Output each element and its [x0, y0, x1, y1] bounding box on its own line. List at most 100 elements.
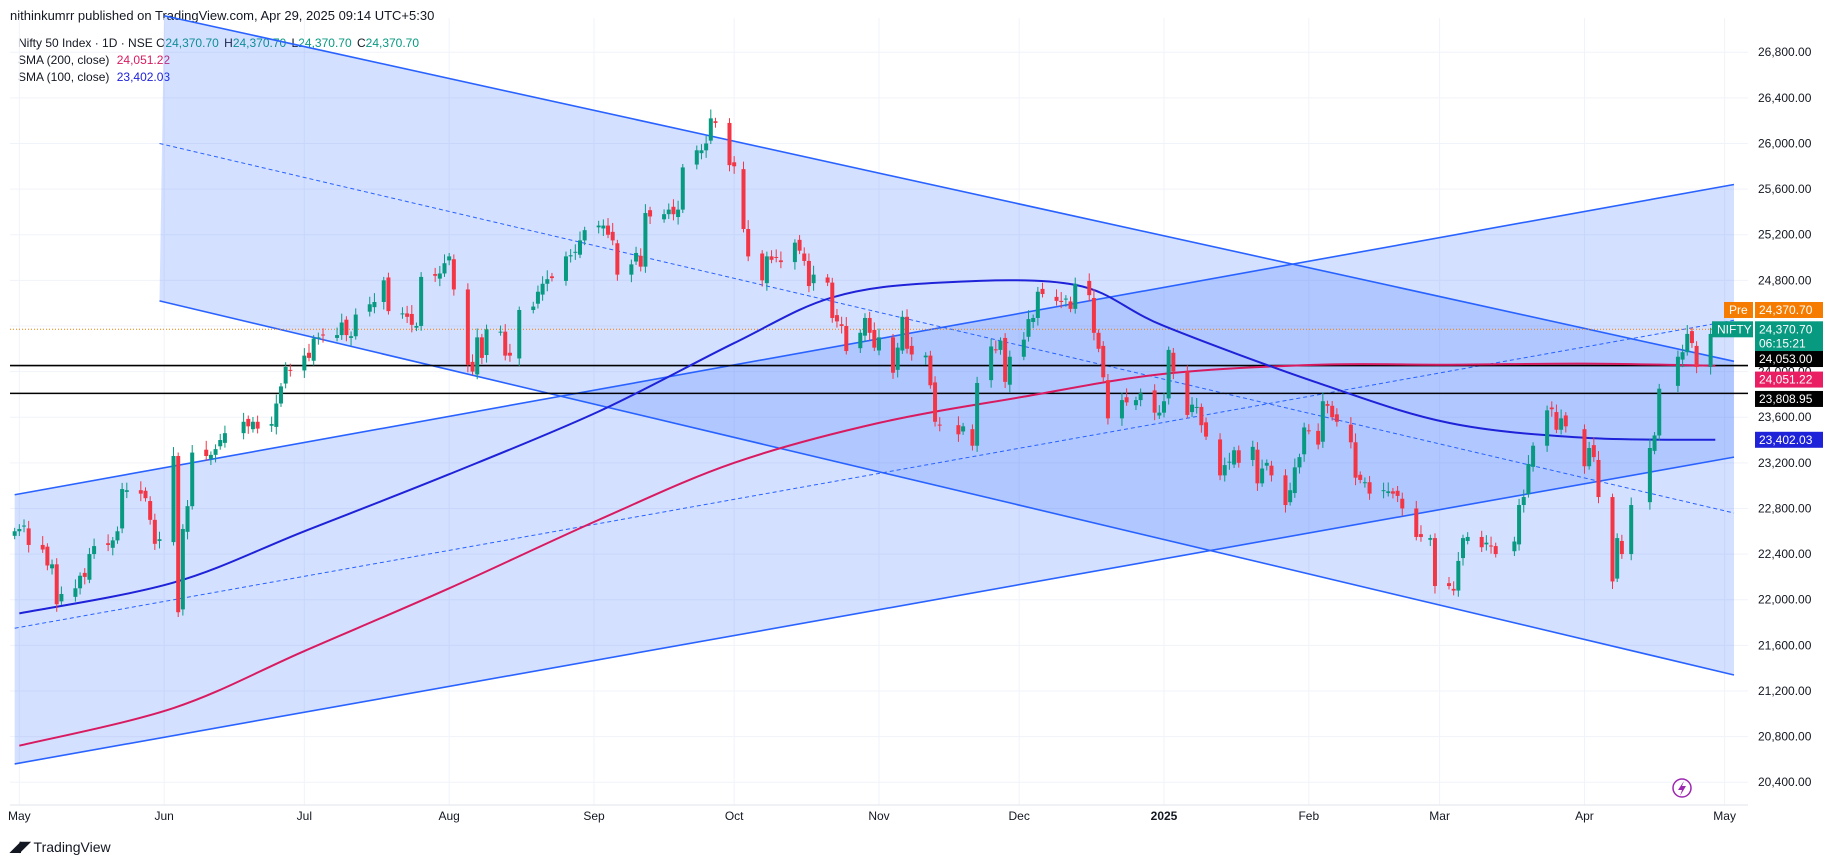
- candle-body: [606, 225, 611, 235]
- x-tick-label: Jun: [154, 809, 173, 823]
- descending-channel-lower-line[interactable]: [159, 300, 1735, 676]
- candle-body: [437, 273, 442, 279]
- candle-body: [933, 382, 938, 422]
- candle-body: [110, 540, 115, 548]
- candle-body: [26, 528, 31, 545]
- candle-body: [792, 242, 797, 263]
- candle-body: [78, 575, 83, 589]
- open-key: O: [156, 36, 166, 50]
- candle-body: [1334, 414, 1339, 422]
- candle-body: [1587, 447, 1592, 467]
- candle-body: [1395, 490, 1400, 496]
- candle-body: [204, 449, 209, 456]
- candle-body: [1629, 505, 1634, 555]
- candle-body: [405, 313, 410, 317]
- lightning-icon[interactable]: [1672, 778, 1692, 798]
- candle-body: [1073, 283, 1078, 309]
- candle-body: [727, 122, 732, 166]
- sma100-value: 23,402.03: [116, 70, 171, 84]
- candle-body: [811, 274, 816, 284]
- tradingview-logo[interactable]: ◢◤ TradingView: [10, 838, 111, 855]
- candle-body: [1035, 291, 1040, 318]
- close-key: C: [356, 36, 366, 50]
- candle-body: [1264, 462, 1269, 466]
- candle-body: [241, 421, 246, 434]
- price-axis[interactable]: 20,400.00 20,800.00 21,200.00 21,600.00 22,0…: [1758, 45, 1812, 789]
- candle-body: [1255, 449, 1260, 484]
- sma100-legend[interactable]: SMA (100, close) 23,402.03: [18, 70, 170, 84]
- candle-body: [386, 277, 391, 312]
- y-tick-label: 24,800.00: [1758, 273, 1812, 287]
- chart-grid: [10, 18, 1748, 805]
- candle-body: [643, 213, 648, 267]
- candle-body: [531, 306, 536, 310]
- candle-body: [676, 209, 681, 218]
- candle-body: [419, 276, 424, 326]
- candle-body: [1185, 371, 1190, 415]
- candle-body: [839, 324, 844, 326]
- pre-tag-label-bg: [1724, 301, 1753, 318]
- candle-body: [311, 338, 316, 361]
- y-tick-label: 22,000.00: [1758, 593, 1812, 607]
- price-tags: Pre 24,370.70 NIFTY 24,370.70 06:15:21 2…: [1712, 301, 1823, 448]
- candle-body: [1288, 490, 1293, 503]
- candle-body: [596, 225, 601, 228]
- ascending-channel-lower-line[interactable]: [14, 456, 1735, 765]
- symbol-name[interactable]: Nifty 50 Index · 1D · NSE: [18, 36, 153, 50]
- candle-body: [797, 239, 802, 251]
- descending-channel-middle-line[interactable]: [159, 142, 1735, 514]
- y-tick-label: 23,200.00: [1758, 456, 1812, 470]
- candle-body: [900, 316, 905, 351]
- hline1-tag: 24,053.00: [1755, 351, 1823, 368]
- candle-body: [1545, 410, 1550, 446]
- candle-body: [806, 260, 811, 287]
- candle-body: [699, 150, 704, 154]
- moving-averages: [19, 279, 1716, 747]
- descending-channel-upper-line[interactable]: [164, 14, 1735, 363]
- sma200-line[interactable]: [19, 362, 1716, 747]
- candle-body: [615, 243, 620, 275]
- sma100-line[interactable]: [19, 279, 1716, 615]
- candle-body: [470, 361, 475, 372]
- sma200-label[interactable]: SMA (200, close): [18, 53, 110, 67]
- candle-body: [1675, 356, 1680, 386]
- candle-body: [1250, 446, 1255, 460]
- candle-body: [1418, 534, 1423, 537]
- candle-body: [1582, 429, 1587, 467]
- candle-body: [1297, 457, 1302, 468]
- close-value: 24,370.70: [365, 36, 420, 50]
- candle-body: [302, 355, 307, 371]
- symbol-legend[interactable]: Nifty 50 Index · 1D · NSE O24,370.70 H24…: [18, 36, 421, 50]
- candle-body: [1124, 397, 1129, 403]
- channel-drawings[interactable]: [14, 14, 1735, 765]
- time-axis[interactable]: May Jun Jul Aug Sep Oct Nov Dec 2025 Feb Mar Apr May: [8, 804, 1748, 823]
- candle-body: [1400, 498, 1405, 509]
- candle-body: [1591, 445, 1596, 458]
- candle-body: [568, 255, 573, 257]
- candle-body: [937, 424, 942, 426]
- candle-body: [830, 282, 835, 318]
- x-tick-label: 2025: [1151, 809, 1178, 823]
- sma100-tag-bg: [1755, 431, 1823, 448]
- candle-body: [507, 352, 512, 356]
- sma200-legend[interactable]: SMA (200, close) 24,051.22: [18, 53, 170, 67]
- candle-body: [1101, 345, 1106, 378]
- candle-body: [372, 302, 377, 308]
- candle-body: [1414, 508, 1419, 537]
- candle-body: [1119, 400, 1124, 419]
- nifty-tag-bg: [1755, 321, 1823, 352]
- candle-body: [1325, 404, 1330, 406]
- candle-body: [148, 501, 153, 520]
- sma100-label[interactable]: SMA (100, close): [18, 70, 110, 84]
- candle-body: [1479, 536, 1484, 548]
- candle-body: [1554, 412, 1559, 430]
- sma200-tag-bg: [1755, 371, 1823, 388]
- candle-body: [746, 229, 751, 257]
- candle-body: [844, 325, 849, 352]
- candle-body: [1194, 406, 1199, 408]
- pre-tag: Pre 24,370.70: [1724, 301, 1823, 318]
- candle-body: [1227, 461, 1232, 463]
- candle-body: [1563, 415, 1568, 427]
- candle-body: [895, 347, 900, 370]
